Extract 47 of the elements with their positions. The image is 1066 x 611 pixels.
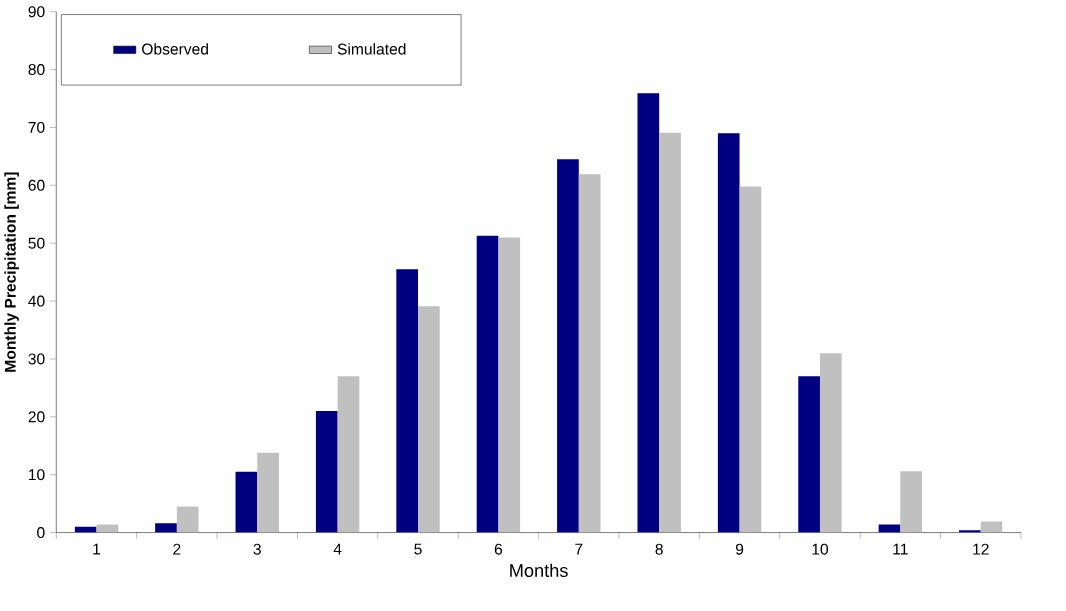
bar — [739, 186, 762, 533]
y-tick-label: 20 — [28, 411, 45, 423]
bar — [578, 174, 601, 533]
bar — [557, 159, 579, 533]
x-tick-label: 8 — [655, 543, 663, 555]
y-tick-label: 90 — [28, 6, 45, 18]
bar — [476, 235, 499, 533]
y-tick-label: 10 — [29, 469, 45, 481]
bar — [659, 132, 681, 533]
x-axis-title: Months — [510, 563, 568, 578]
x-tick-label: 6 — [494, 543, 503, 555]
y-tick-label: 50 — [28, 237, 45, 249]
x-tick-label: 12 — [973, 543, 989, 555]
x-tick-label: 4 — [333, 543, 342, 555]
bar — [235, 472, 258, 533]
bar — [498, 237, 521, 533]
y-tick-label: 70 — [28, 122, 45, 134]
y-tick-label: 40 — [28, 295, 45, 307]
y-tick-label: 80 — [28, 64, 45, 76]
bar — [418, 306, 440, 533]
bar — [257, 452, 279, 533]
x-tick-label: 9 — [735, 543, 744, 555]
bar — [396, 269, 419, 533]
y-axis-title: Monthly Precipitation [mm] — [4, 172, 19, 372]
bar — [900, 471, 923, 533]
x-tick-label: 2 — [173, 543, 181, 555]
x-tick-label: 3 — [253, 543, 261, 555]
bar — [337, 376, 360, 533]
bar — [176, 506, 199, 533]
bar — [878, 524, 901, 533]
x-tick-label: 1 — [93, 543, 101, 555]
x-tick-label: 11 — [893, 543, 908, 555]
legend-label: Simulated — [337, 43, 406, 55]
y-tick-label: 0 — [37, 527, 45, 539]
bar — [96, 524, 119, 533]
bar — [637, 93, 660, 533]
y-tick-label: 60 — [28, 180, 45, 192]
x-tick-label: 7 — [575, 543, 583, 555]
bar — [798, 376, 820, 533]
bar — [819, 353, 842, 533]
bar — [155, 523, 177, 533]
x-tick-label: 5 — [414, 543, 422, 555]
bar — [315, 411, 338, 533]
bar — [717, 133, 740, 533]
x-tick-label: 10 — [812, 543, 829, 555]
y-tick-label: 30 — [28, 353, 45, 365]
legend-label: Observed — [142, 43, 208, 55]
